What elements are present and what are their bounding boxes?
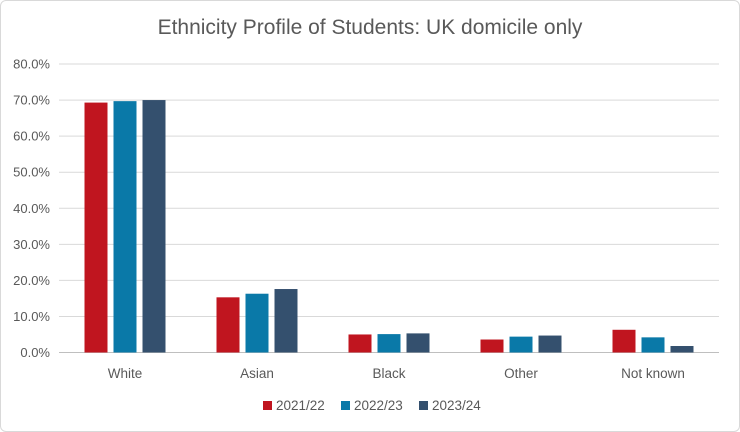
bar-other-2023-24 xyxy=(538,335,562,353)
bar-white-2022-23 xyxy=(113,101,137,353)
bars xyxy=(84,100,694,353)
bar-white-2021-22 xyxy=(84,102,108,353)
x-category-label: Asian xyxy=(240,366,274,381)
bar-not-known-2021-22 xyxy=(612,329,636,353)
y-tick-label: 10.0% xyxy=(13,309,50,324)
bar-asian-2023-24 xyxy=(274,289,298,353)
legend-swatch xyxy=(263,401,272,410)
legend-swatch xyxy=(419,401,428,410)
legend-label: 2023/24 xyxy=(432,398,481,413)
bar-not-known-2022-23 xyxy=(641,337,665,353)
y-tick-label: 70.0% xyxy=(13,93,50,108)
y-axis-ticks: 0.0% 10.0% 20.0% 30.0% 40.0% 50.0% 60.0% 70.0% 8… xyxy=(13,57,50,361)
bar-other-2021-22 xyxy=(480,339,504,353)
y-tick-label: 40.0% xyxy=(13,201,50,216)
legend-swatch xyxy=(341,401,350,410)
y-tick-label: 50.0% xyxy=(13,165,50,180)
y-tick-label: 30.0% xyxy=(13,237,50,252)
y-tick-label: 60.0% xyxy=(13,129,50,144)
bar-black-2022-23 xyxy=(377,334,401,353)
bar-asian-2021-22 xyxy=(216,297,240,353)
legend-label: 2021/22 xyxy=(276,398,325,413)
gridlines xyxy=(59,63,719,353)
bar-not-known-2023-24 xyxy=(670,346,694,353)
bar-black-2021-22 xyxy=(348,334,372,353)
chart-title: Ethnicity Profile of Students: UK domici… xyxy=(157,16,583,39)
x-axis-categories: White Asian Black Other Not known xyxy=(108,366,685,381)
y-tick-label: 0.0% xyxy=(20,345,50,360)
legend: 2021/22 2022/23 2023/24 xyxy=(263,398,481,413)
x-category-label: White xyxy=(108,366,143,381)
bar-white-2023-24 xyxy=(142,100,166,353)
bar-other-2022-23 xyxy=(509,336,533,353)
y-tick-label: 80.0% xyxy=(13,57,50,72)
legend-label: 2022/23 xyxy=(354,398,403,413)
bar-asian-2022-23 xyxy=(245,293,269,353)
bar-black-2023-24 xyxy=(406,333,430,353)
x-category-label: Other xyxy=(504,366,538,381)
x-category-label: Black xyxy=(372,366,405,381)
x-category-label: Not known xyxy=(621,366,685,381)
y-tick-label: 20.0% xyxy=(13,273,50,288)
